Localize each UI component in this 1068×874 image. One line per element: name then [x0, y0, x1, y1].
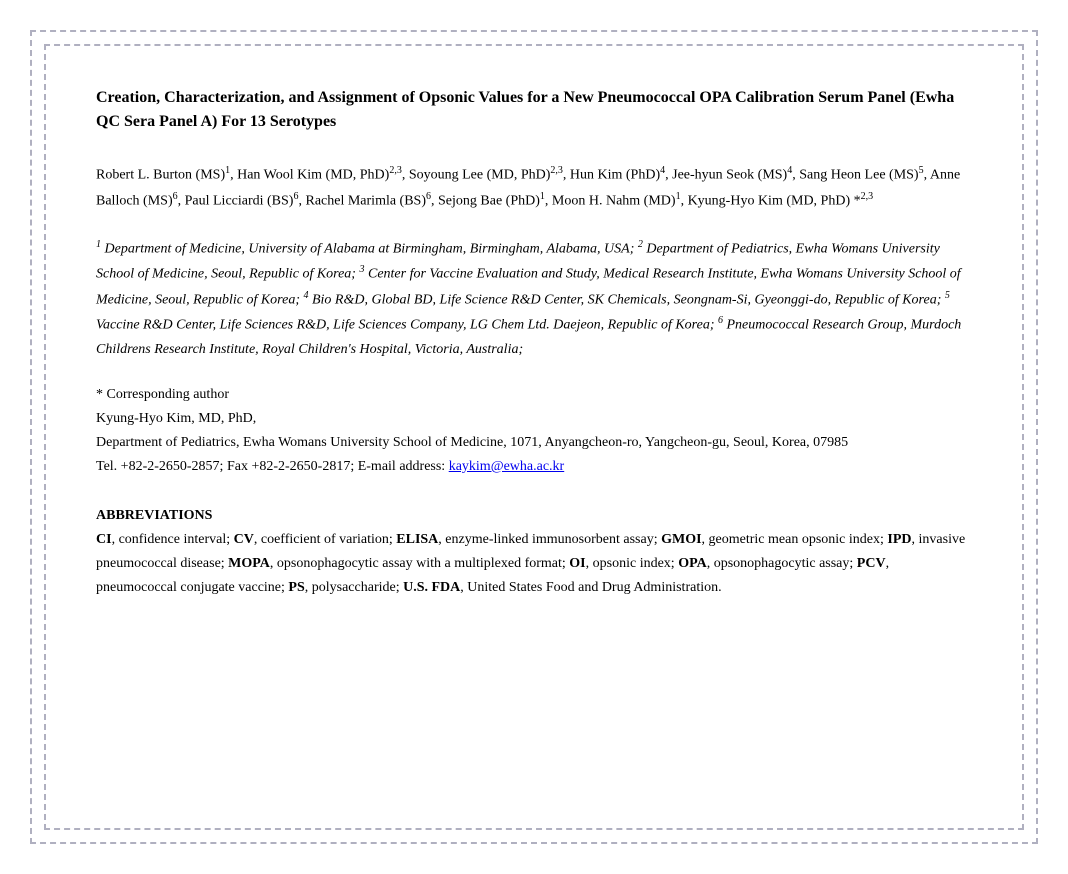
outer-dashed-frame: Creation, Characterization, and Assignme…: [30, 30, 1038, 844]
corresponding-contact: Tel. +82-2-2650-2857; Fax +82-2-2650-281…: [96, 455, 972, 479]
inner-dashed-frame: Creation, Characterization, and Assignme…: [44, 44, 1024, 830]
email-link[interactable]: kaykim@ewha.ac.kr: [449, 459, 565, 474]
paper-title: Creation, Characterization, and Assignme…: [96, 86, 972, 134]
affiliations-list: 1 Department of Medicine, University of …: [96, 236, 972, 362]
corresponding-address: Department of Pediatrics, Ewha Womans Un…: [96, 431, 972, 455]
corresponding-name: Kyung-Hyo Kim, MD, PhD,: [96, 407, 972, 431]
abbreviations-section: ABBREVIATIONS CI, confidence interval; C…: [96, 508, 972, 599]
contact-prefix: Tel. +82-2-2650-2857; Fax +82-2-2650-281…: [96, 459, 449, 474]
abbreviations-body: CI, confidence interval; CV, coefficient…: [96, 528, 972, 599]
corresponding-author-block: * Corresponding author Kyung-Hyo Kim, MD…: [96, 383, 972, 478]
author-list: Robert L. Burton (MS)1, Han Wool Kim (MD…: [96, 162, 972, 214]
abbreviations-heading: ABBREVIATIONS: [96, 508, 972, 524]
corresponding-label: * Corresponding author: [96, 383, 972, 407]
